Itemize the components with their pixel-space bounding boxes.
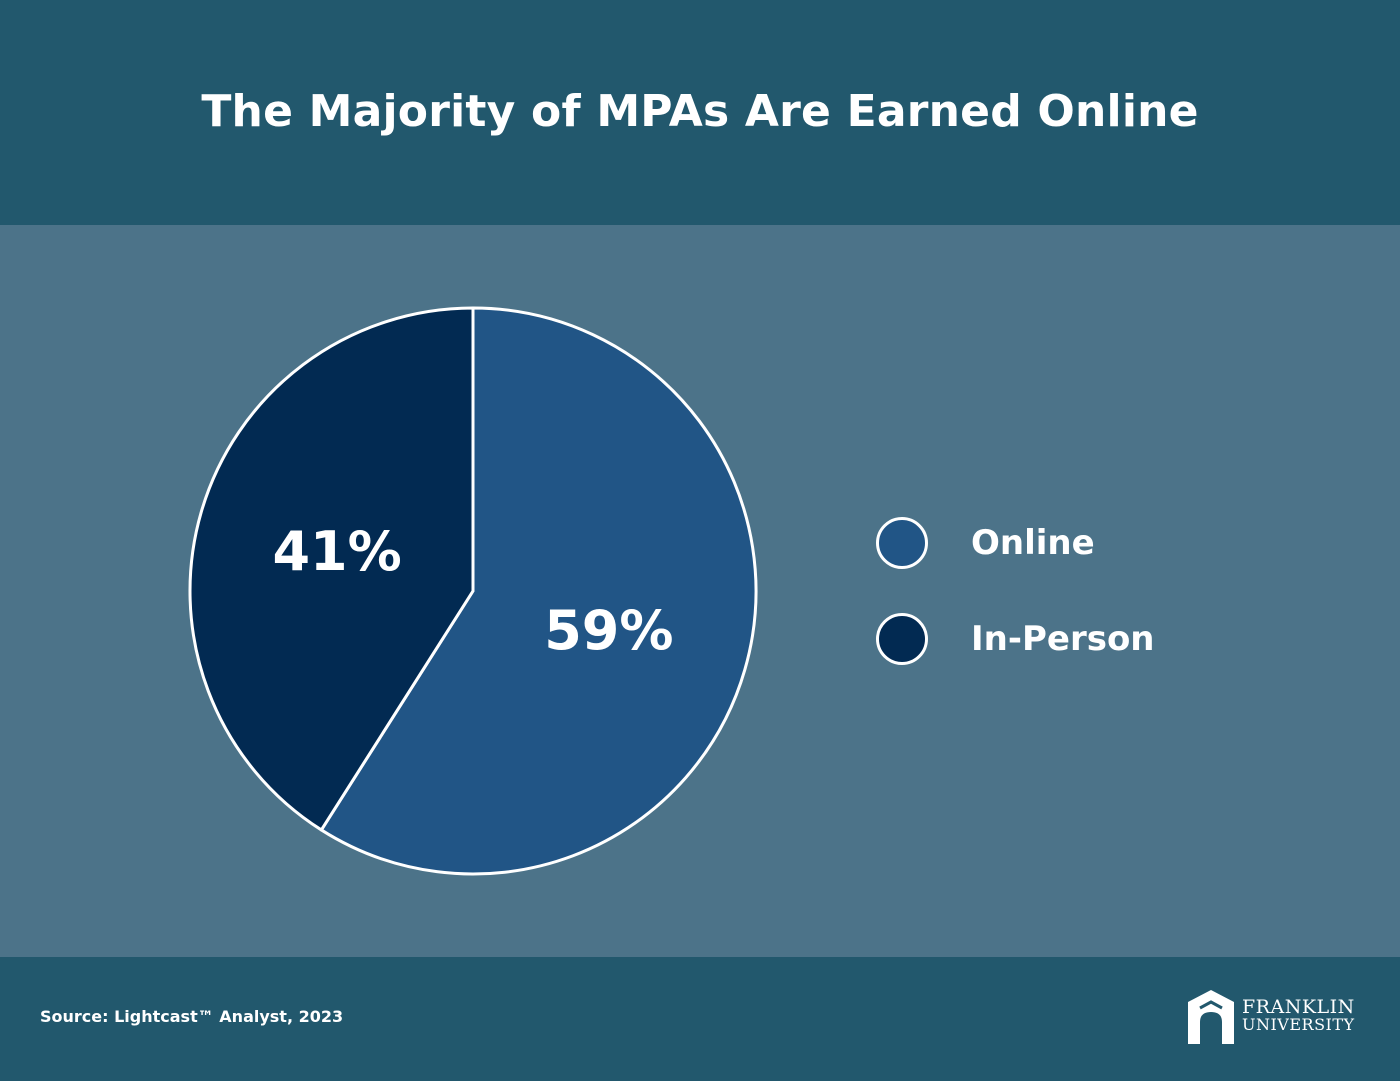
pie-chart: 59% 41%: [188, 306, 758, 876]
franklin-arch-logo-icon: [1188, 990, 1234, 1044]
footer-band: Source: Lightcast™ Analyst, 2023 FRANKLI…: [0, 957, 1400, 1081]
franklin-university-logo: FRANKLIN UNIVERSITY: [1186, 988, 1355, 1044]
chart-title: The Majority of MPAs Are Earned Online: [201, 86, 1199, 137]
legend-label-in-person: In-Person: [971, 619, 1155, 659]
source-note: Source: Lightcast™ Analyst, 2023: [40, 1007, 344, 1026]
header-band: The Majority of MPAs Are Earned Online: [0, 0, 1400, 225]
logo-line2: UNIVERSITY: [1242, 1015, 1355, 1034]
pie-slice-in-person: [188, 306, 475, 832]
legend-label-online: Online: [971, 523, 1095, 563]
legend-swatch-online: [876, 517, 928, 569]
legend-swatch-in-person: [876, 613, 928, 665]
legend-item-in-person: In-Person: [876, 611, 1155, 667]
logo-line1: FRANKLIN: [1242, 996, 1355, 1018]
data-label-online: 59%: [544, 599, 673, 662]
pie-slice-online: [319, 306, 758, 876]
chart-area: 59% 41% Online In-Person: [0, 225, 1400, 957]
legend: Online In-Person: [876, 515, 1155, 707]
data-label-in-person: 41%: [272, 520, 401, 583]
legend-item-online: Online: [876, 515, 1155, 571]
